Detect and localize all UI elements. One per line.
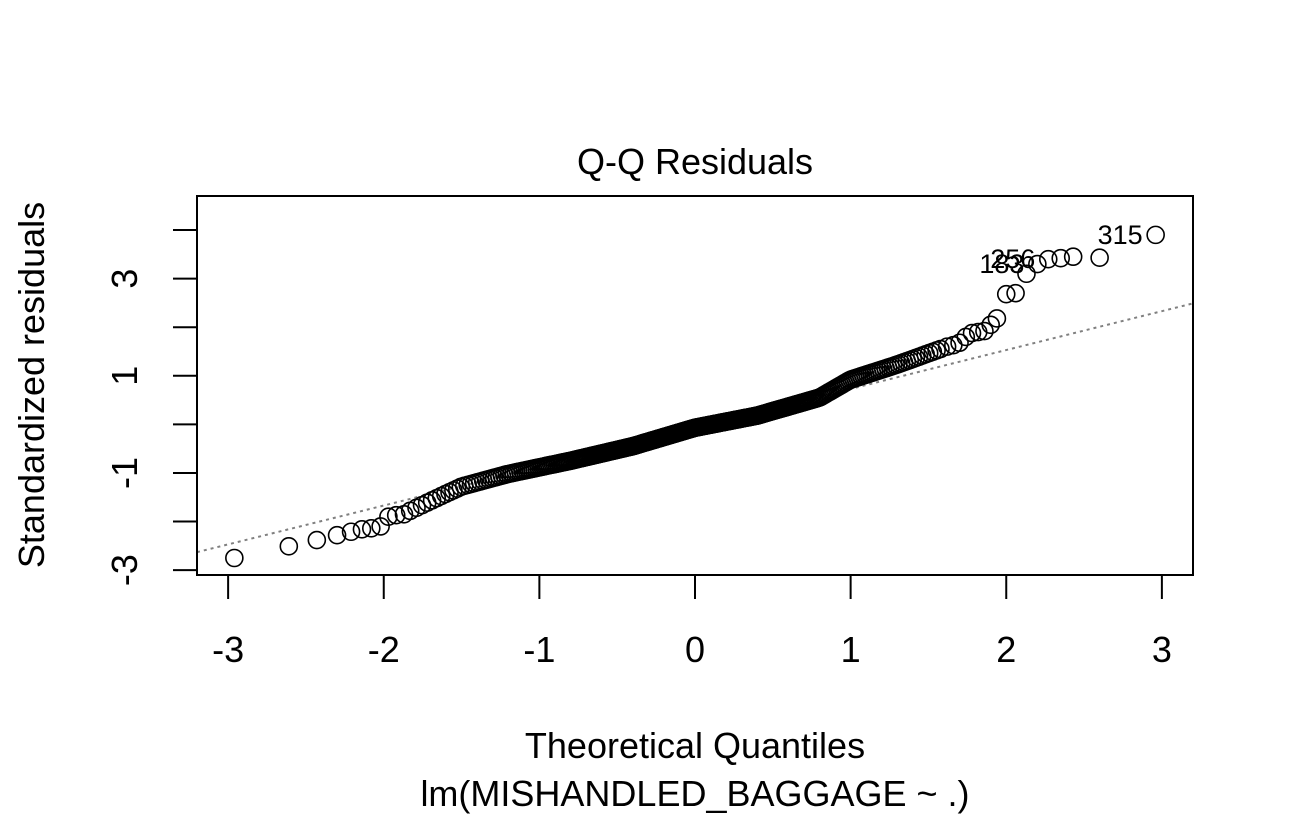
residual-point bbox=[225, 548, 244, 568]
residual-point bbox=[1051, 248, 1071, 268]
residual-point bbox=[1063, 247, 1083, 267]
x-tick-label: 3 bbox=[1152, 629, 1172, 670]
y-tick-label: -3 bbox=[104, 554, 145, 586]
residual-point bbox=[327, 525, 347, 545]
y-axis-label: Standardized residuals bbox=[11, 202, 52, 568]
chart-title: Q-Q Residuals bbox=[577, 141, 813, 182]
y-tick-label: 1 bbox=[104, 366, 145, 386]
residual-point bbox=[937, 337, 957, 356]
y-tick-label: 3 bbox=[104, 269, 145, 289]
x-axis-label: Theoretical Quantiles bbox=[525, 725, 865, 766]
residual-point bbox=[987, 309, 1007, 328]
residual-point bbox=[279, 537, 299, 556]
residual-point bbox=[307, 530, 327, 550]
x-tick-label: 1 bbox=[841, 629, 861, 670]
x-tick-label: -3 bbox=[212, 629, 244, 670]
residual-point bbox=[1028, 254, 1047, 274]
residual-point bbox=[996, 284, 1016, 304]
residual-point bbox=[1090, 248, 1109, 268]
point-label: 183 bbox=[979, 249, 1024, 279]
model-formula-label: lm(MISHANDLED_BAGGAGE ~ .) bbox=[420, 773, 969, 814]
residual-point bbox=[1017, 264, 1036, 284]
x-tick-label: 2 bbox=[996, 629, 1016, 670]
residual-point bbox=[975, 321, 994, 341]
point-label: 315 bbox=[1098, 220, 1143, 250]
x-tick-label: 0 bbox=[685, 629, 705, 670]
residual-point bbox=[341, 522, 361, 542]
residual-point bbox=[1146, 225, 1165, 245]
point-label: 256 bbox=[990, 244, 1035, 274]
residual-point bbox=[981, 315, 1000, 335]
residual-point bbox=[386, 505, 406, 525]
x-tick-label: -2 bbox=[368, 629, 400, 670]
residual-point bbox=[962, 323, 982, 343]
residual-point bbox=[379, 507, 398, 526]
residual-point bbox=[361, 519, 381, 538]
residual-point bbox=[1006, 283, 1025, 303]
residual-point bbox=[400, 501, 420, 521]
residual-point bbox=[352, 520, 372, 539]
y-tick-label: -1 bbox=[104, 457, 145, 489]
residual-point bbox=[1038, 249, 1058, 269]
residual-point bbox=[950, 333, 969, 353]
x-tick-label: -1 bbox=[523, 629, 555, 670]
